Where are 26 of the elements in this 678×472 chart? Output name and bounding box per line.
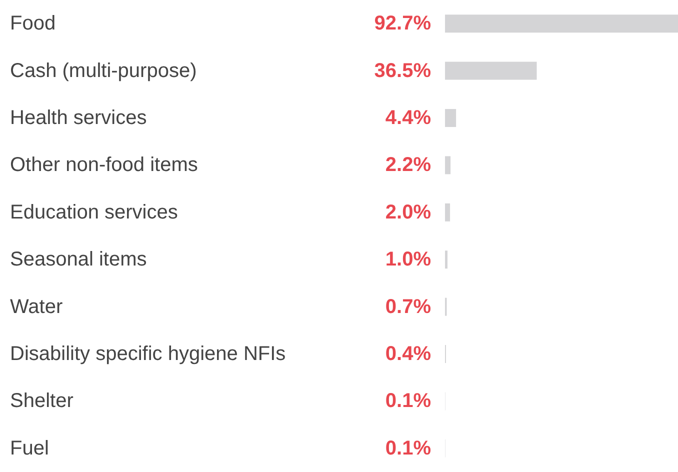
data-label: 2.0% [385, 201, 432, 224]
data-label: 36.5% [374, 60, 432, 82]
bar [445, 250, 448, 269]
data-label: 0.7% [385, 296, 432, 318]
y-tick-label: Other non-food items [10, 154, 198, 176]
data-label: 0.1% [385, 390, 432, 412]
bar [445, 109, 456, 127]
y-tick-label: Water [10, 296, 63, 318]
data-label: 4.4% [385, 107, 432, 129]
y-tick-label: Seasonal items [10, 248, 147, 271]
y-tick-label: Shelter [10, 390, 74, 412]
data-label: 2.2% [385, 154, 432, 176]
y-tick-label: Disability specific hygiene NFIs [10, 343, 286, 365]
data-label: 92.7% [374, 12, 432, 35]
y-tick-label: Cash (multi-purpose) [10, 60, 197, 82]
data-label: 1.0% [385, 248, 432, 271]
y-tick-label: Education services [10, 201, 178, 224]
y-tick-label: Health services [10, 107, 147, 129]
y-tick-label: Food [10, 12, 56, 35]
bar [445, 62, 537, 80]
bar [445, 156, 451, 174]
bar [445, 203, 450, 222]
data-label: 0.4% [385, 343, 432, 365]
y-tick-label: Fuel [10, 437, 49, 460]
bar [445, 14, 678, 33]
data-label: 0.1% [385, 437, 432, 460]
